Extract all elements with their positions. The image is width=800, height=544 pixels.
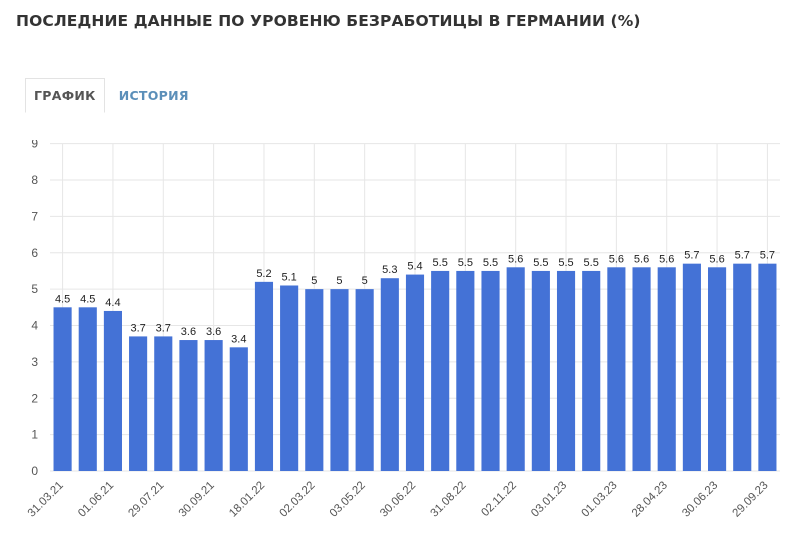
bar (657, 267, 676, 471)
bar (506, 267, 525, 471)
bar (582, 270, 601, 471)
y-tick-label: 0 (31, 464, 38, 478)
bar-value-label: 4.5 (80, 293, 95, 305)
bar (355, 289, 374, 471)
bar-value-label: 5 (362, 275, 368, 287)
bar (405, 274, 425, 471)
y-tick-label: 3 (31, 355, 38, 369)
bar-value-label: 3.6 (206, 326, 221, 338)
bar-value-label: 5.6 (709, 253, 724, 265)
bar (154, 336, 173, 471)
bar-value-label: 3.6 (181, 326, 196, 338)
bar (682, 263, 701, 471)
bar (330, 289, 349, 471)
bar (556, 270, 576, 471)
unemployment-bar-chart: 0 1 2 3 4 5 6 7 8 9 4.5 4.5 4.4 3.7 3.7 3.6 3.6 3.4 5.2 5.1… (26, 140, 780, 520)
y-tick-label: 2 (31, 391, 38, 405)
bar-value-label: 4.5 (55, 293, 70, 305)
y-tick-label: 8 (31, 173, 38, 187)
bar (204, 340, 223, 471)
bar (708, 267, 727, 471)
x-tick-label: 28.04.23 (630, 479, 670, 519)
x-tick-label: 29.07.21 (126, 479, 166, 519)
y-tick-label: 5 (31, 282, 38, 296)
bar-value-label: 5.4 (407, 261, 422, 273)
bar-value-label: 5.5 (458, 257, 473, 269)
x-tick-label: 30.06.22 (378, 479, 418, 519)
x-tick-label: 31.08.22 (428, 479, 468, 519)
bar-value-label: 5.7 (760, 250, 775, 262)
x-tick-label: 03.05.22 (328, 479, 368, 519)
y-tick-label: 7 (31, 209, 38, 223)
bar-value-label: 5.2 (256, 268, 271, 280)
y-tick-label: 1 (31, 428, 38, 442)
tab-history[interactable]: ИСТОРИЯ (118, 88, 189, 103)
bar (758, 263, 777, 471)
bar-value-label: 5.6 (634, 253, 649, 265)
bar (229, 347, 248, 471)
bar (78, 307, 97, 471)
page-title: ПОСЛЕДНИЕ ДАННЫЕ ПО УРОВЕНЮ БЕЗРАБОТИЦЫ … (16, 12, 641, 30)
bar (481, 270, 500, 471)
bar (103, 310, 122, 471)
bar (733, 263, 752, 471)
x-tick-label: 18.01.22 (227, 479, 267, 519)
bar-value-label: 5.6 (508, 253, 523, 265)
x-tick-label: 30.06.23 (680, 479, 720, 519)
x-tick-label: 02.03.22 (277, 479, 317, 519)
x-tick-label: 03.01.23 (529, 479, 569, 519)
bar-value-label: 5.5 (433, 257, 448, 269)
x-tick-label: 31.03.21 (26, 479, 66, 519)
bar (380, 278, 399, 471)
x-tick-label: 02.11.22 (479, 479, 519, 519)
bar-value-label: 3.4 (231, 333, 246, 345)
bar-value-label: 5.5 (584, 257, 599, 269)
bar (456, 270, 475, 471)
bar-value-label: 5.6 (659, 253, 674, 265)
x-tick-label: 01.03.23 (580, 479, 620, 519)
view-tabs: ГРАФИК ИСТОРИЯ (25, 78, 197, 113)
bar-value-label: 3.7 (130, 322, 145, 334)
bar (431, 270, 450, 471)
bar (129, 336, 148, 471)
bar (53, 307, 72, 471)
bar-value-label: 5.1 (281, 271, 296, 283)
bar-value-label: 4.4 (105, 297, 120, 309)
bar-value-label: 3.7 (156, 322, 171, 334)
y-tick-label: 4 (31, 319, 38, 333)
bar (179, 340, 198, 471)
x-tick-label: 01.06.21 (76, 479, 116, 519)
bar (531, 270, 550, 471)
bar-value-label: 5.5 (558, 257, 573, 269)
bar-value-label: 5.5 (533, 257, 548, 269)
bar-value-label: 5 (336, 275, 342, 287)
bar-value-label: 5 (311, 275, 317, 287)
tab-chart[interactable]: ГРАФИК (25, 78, 105, 113)
x-tick-label: 29.09.23 (731, 479, 771, 519)
y-tick-label: 6 (31, 246, 38, 260)
bar (632, 267, 651, 471)
bar (607, 267, 626, 471)
y-tick-label: 9 (31, 140, 38, 151)
bar (254, 281, 274, 471)
bar-value-label: 5.3 (382, 264, 397, 276)
x-tick-label: 30.09.21 (177, 479, 217, 519)
bar (305, 289, 324, 471)
bar-value-label: 5.6 (609, 253, 624, 265)
bar-value-label: 5.7 (684, 250, 699, 262)
bar-value-label: 5.5 (483, 257, 498, 269)
bar-value-label: 5.7 (735, 250, 750, 262)
bar (280, 285, 299, 471)
